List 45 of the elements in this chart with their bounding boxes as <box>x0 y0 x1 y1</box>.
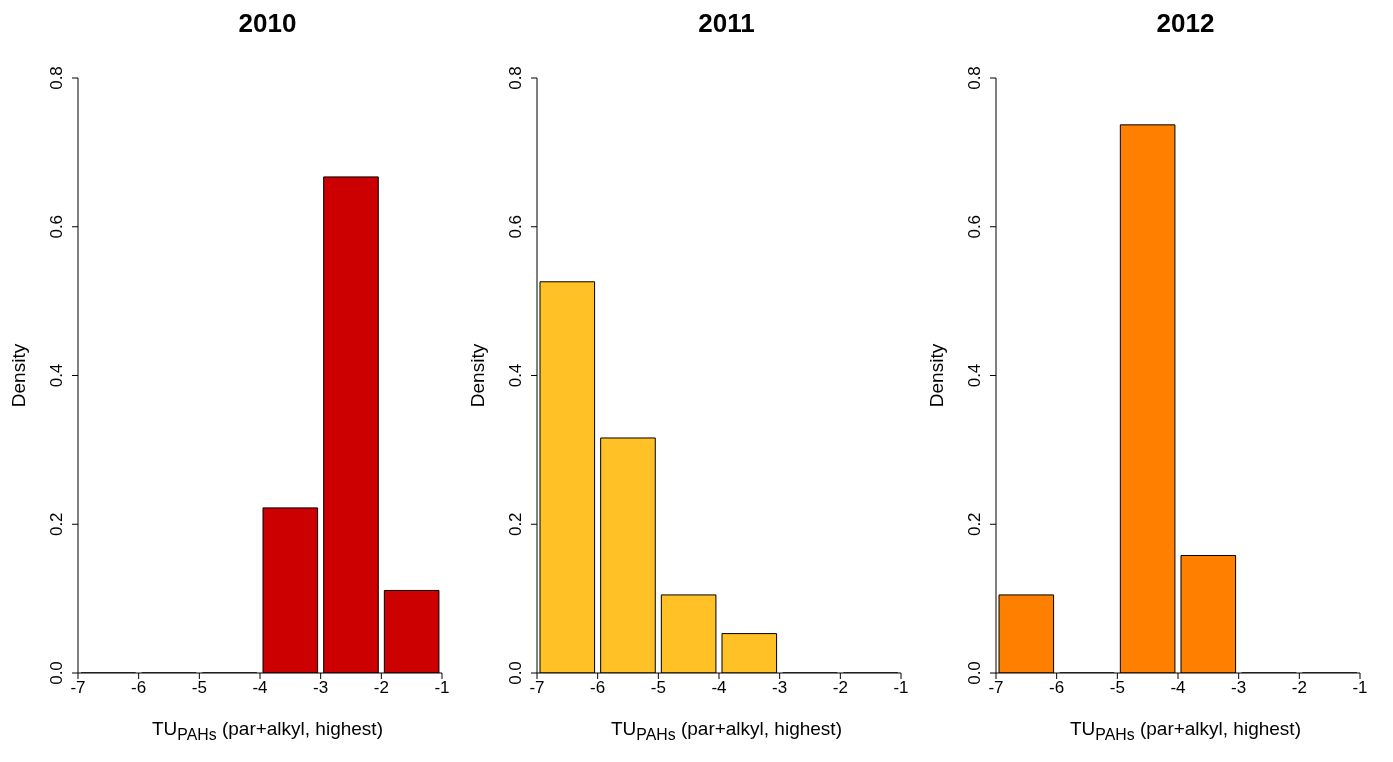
y-tick-label: 0.8 <box>506 66 525 90</box>
x-tick-label: -5 <box>650 678 666 698</box>
x-axis-title: TU$_{PAHs}$ (par+alkyl, highest) <box>610 718 843 744</box>
x-axis-title: TU$_{PAHs}$ (par+alkyl, highest) <box>1069 718 1302 744</box>
x-tick-label: -3 <box>313 678 329 698</box>
x-tick-label: -2 <box>373 678 389 698</box>
y-tick-label: 0.4 <box>506 363 525 388</box>
x-tick-label: -4 <box>711 678 727 698</box>
chart-title: 2012 <box>1155 8 1216 40</box>
x-tick-label: -1 <box>893 678 909 698</box>
y-axis-title: Density <box>7 343 29 408</box>
x-tick-label: -6 <box>590 678 606 698</box>
x-tick-label: -3 <box>1231 678 1247 698</box>
y-tick-label: 0.8 <box>965 66 984 90</box>
y-tick-label: 0.2 <box>965 512 984 537</box>
y-tick-label: 0.8 <box>47 66 66 90</box>
x-tick-label: -7 <box>988 678 1004 698</box>
y-tick-label: 0.0 <box>506 661 525 685</box>
y-axis-title: Density <box>925 343 947 408</box>
x-tick-label: -1 <box>434 678 450 698</box>
y-tick-label: 0.4 <box>965 363 984 388</box>
x-tick-label: -4 <box>252 678 268 698</box>
y-tick-label: 0.0 <box>47 661 66 685</box>
x-tick-label: -2 <box>832 678 848 698</box>
x-tick-label: -1 <box>1352 678 1368 698</box>
y-tick-label: 0.4 <box>47 363 66 388</box>
x-tick-label: -7 <box>529 678 545 698</box>
chart-title: 2011 <box>697 8 756 40</box>
y-tick-label: 0.0 <box>965 661 984 685</box>
y-tick-label: 0.2 <box>506 512 525 537</box>
x-tick-label: -4 <box>1170 678 1186 698</box>
y-axis-title: Density <box>466 343 488 408</box>
x-tick-label: -5 <box>1109 678 1125 698</box>
x-tick-label: -6 <box>1049 678 1065 698</box>
y-tick-label: 0.6 <box>965 214 984 239</box>
x-tick-label: -7 <box>70 678 86 698</box>
x-tick-label: -2 <box>1291 678 1307 698</box>
y-tick-label: 0.2 <box>47 512 66 537</box>
x-tick-label: -5 <box>191 678 207 698</box>
chart-title: 2010 <box>237 8 298 40</box>
x-axis-title: TU$_{PAHs}$ (par+alkyl, highest) <box>151 718 384 744</box>
x-tick-label: -3 <box>772 678 788 698</box>
y-tick-label: 0.6 <box>47 214 66 239</box>
y-tick-label: 0.6 <box>506 214 525 239</box>
x-tick-label: -6 <box>131 678 147 698</box>
